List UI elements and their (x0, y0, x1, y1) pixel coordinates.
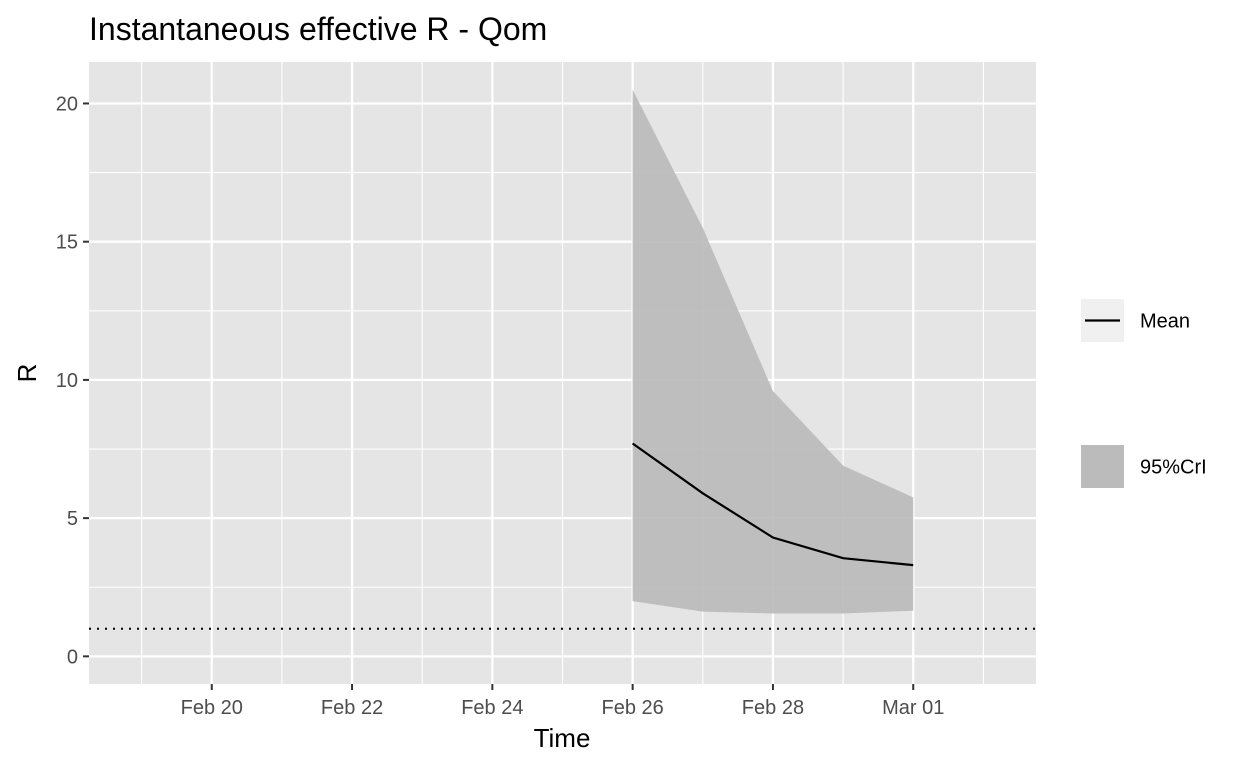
x-tick-label: Feb 20 (181, 697, 243, 719)
y-axis: 0 5 10 15 20 (56, 93, 89, 668)
x-axis-title: Time (534, 723, 591, 753)
x-tick-label: Feb 26 (602, 697, 664, 719)
legend-label: 95%CrI (1140, 457, 1207, 479)
chart-title: Instantaneous effective R - Qom (89, 11, 547, 47)
y-tick-label: 20 (56, 93, 78, 115)
x-tick-label: Mar 01 (882, 697, 944, 719)
x-tick-label: Feb 28 (742, 697, 804, 719)
credible-interval-band (632, 89, 914, 614)
mean-line-layer (631, 442, 914, 567)
series-line-mean (631, 442, 914, 567)
x-tick-label: Feb 24 (461, 697, 523, 719)
legend: Mean 95%CrI (1081, 299, 1207, 488)
x-axis: Feb 20 Feb 22 Feb 24 Feb 26 Feb 28 Mar 01 (181, 684, 944, 719)
y-tick-label: 0 (67, 646, 78, 668)
x-tick-label: Feb 22 (321, 697, 383, 719)
legend-key-band (1081, 445, 1124, 488)
y-axis-title: R (12, 364, 42, 383)
legend-label: Mean (1140, 311, 1190, 333)
y-tick-label: 5 (67, 508, 78, 530)
y-tick-label: 15 (56, 232, 78, 254)
credible-interval-area (632, 89, 914, 614)
y-tick-label: 10 (56, 370, 78, 392)
